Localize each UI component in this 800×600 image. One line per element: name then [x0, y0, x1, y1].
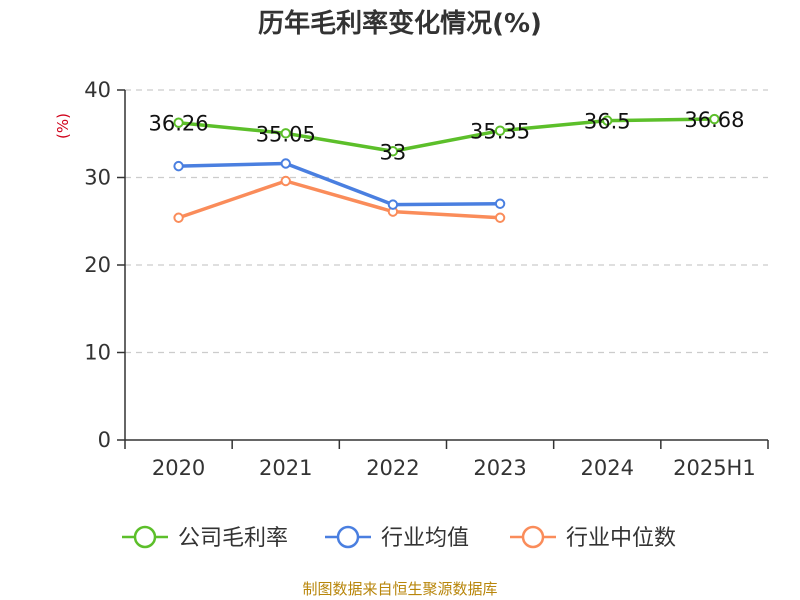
x-tick-label: 2022	[366, 456, 419, 480]
data-label: 36.5	[584, 110, 631, 134]
data-point[interactable]	[173, 117, 184, 128]
legend-label: 行业均值	[381, 526, 469, 551]
legend-item[interactable]: 公司毛利率	[122, 525, 288, 551]
data-point[interactable]	[494, 125, 506, 136]
legend[interactable]: 公司毛利率 行业均值 行业中位数	[122, 525, 676, 551]
axes: 0 10 20 30 40 2020 2021 2022 2023 2024 2025H1	[84, 78, 769, 480]
legend-marker-icon	[521, 525, 545, 549]
data-point[interactable]	[280, 158, 291, 169]
series-line	[178, 161, 501, 207]
legend-item[interactable]: 行业中位数	[510, 525, 676, 551]
series-group	[173, 113, 720, 223]
legend-item[interactable]: 行业均值	[325, 525, 469, 551]
data-point[interactable]	[494, 212, 506, 223]
data-point[interactable]	[709, 113, 720, 125]
data-point[interactable]	[173, 160, 184, 172]
data-point[interactable]	[173, 212, 184, 223]
y-axis-label: (%)	[54, 113, 72, 139]
series-line	[178, 179, 501, 220]
grid-lines	[125, 89, 768, 354]
data-point[interactable]	[280, 128, 291, 139]
legend-marker-icon	[336, 525, 360, 549]
x-tick-label: 2021	[259, 456, 312, 480]
y-tick-label: 10	[84, 341, 111, 365]
x-tick-label: 2024	[581, 456, 634, 480]
data-labels: 36.26 35.05 33 35.35 36.5 36.68	[149, 108, 745, 164]
x-tick-label: 2020	[152, 456, 205, 480]
legend-label: 行业中位数	[566, 526, 676, 551]
data-point[interactable]	[387, 146, 399, 157]
data-label: 35.35	[470, 120, 530, 144]
source-note: 制图数据来自恒生聚源数据库	[302, 580, 497, 598]
y-tick-label: 20	[84, 253, 111, 277]
y-tick-label: 0	[98, 428, 111, 452]
legend-label: 公司毛利率	[178, 526, 288, 551]
data-label: 36.26	[149, 112, 209, 136]
series-line	[178, 117, 715, 153]
y-tick-label: 40	[84, 78, 111, 102]
x-tick-label: 2025H1	[673, 456, 756, 480]
data-point[interactable]	[602, 115, 613, 126]
data-label: 33	[380, 140, 407, 164]
data-point[interactable]	[387, 199, 399, 210]
data-point[interactable]	[280, 175, 291, 187]
legend-marker-icon	[133, 525, 157, 549]
chart-title: 历年毛利率变化情况(%)	[258, 8, 542, 39]
data-label: 36.68	[684, 108, 744, 132]
y-tick-label: 30	[84, 166, 111, 190]
x-tick-label: 2023	[473, 456, 526, 480]
data-label: 35.05	[256, 122, 316, 146]
data-point[interactable]	[494, 198, 506, 209]
